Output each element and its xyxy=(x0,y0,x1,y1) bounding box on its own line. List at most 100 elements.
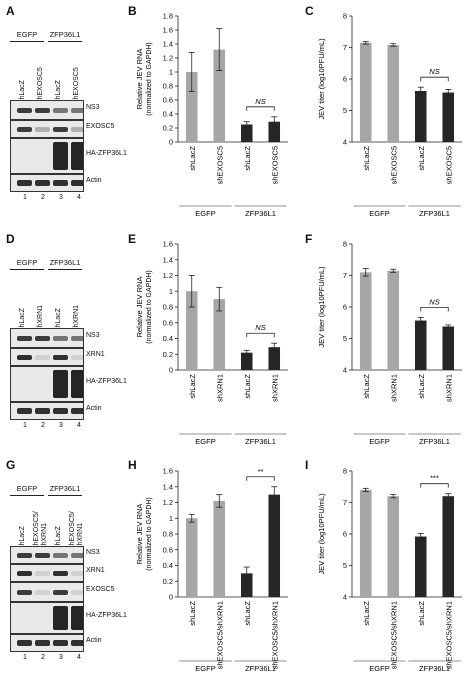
y-tick-label: 1.2 xyxy=(163,54,173,63)
blot-band-label: NS3 xyxy=(86,332,100,339)
x-tick-label: shEXOSC5 xyxy=(389,146,398,184)
group-label: ZFP36L1 xyxy=(245,664,276,673)
x-tick-label: shEXOSC5 xyxy=(270,146,279,184)
bar xyxy=(359,489,372,597)
y-tick-label: 1.6 xyxy=(163,240,173,249)
blot-band-mark xyxy=(17,589,32,595)
blot-group-divider xyxy=(48,41,82,42)
lane-number: 4 xyxy=(77,654,81,661)
x-tick-label: shLacZ xyxy=(188,374,197,399)
western-blot-g: EGFP ZFP36L1 shLacZ shEXOSC5/shXRN1 shLacZ sh… xyxy=(10,484,127,674)
lane-number: 1 xyxy=(23,654,27,661)
bar xyxy=(185,518,198,597)
blot-band-mark xyxy=(53,370,68,398)
blot-band-ns3 xyxy=(10,546,84,564)
y-tick-label: 4 xyxy=(343,593,347,602)
group-label: EGFP xyxy=(195,437,215,446)
significance-label: ** xyxy=(258,467,264,476)
y-axis-label-sub: (normalized to GAPDH) xyxy=(146,497,153,571)
y-tick-label: 6 xyxy=(343,75,347,84)
x-tick-label: shEXOSC5/shXRN1 xyxy=(444,601,453,669)
blot-band-label: Actin xyxy=(86,637,102,644)
bar-chart-b: 0 0.2 0.4 0.6 0.8 1 1.2 1.4 1.6 1.8 Relative JEV R… xyxy=(135,12,288,218)
group-label: EGFP xyxy=(369,437,389,446)
significance-label: NS xyxy=(255,323,265,332)
blot-group-divider xyxy=(10,495,44,496)
blot-band-mark xyxy=(17,570,32,576)
significance-bracket xyxy=(420,76,449,82)
y-tick-label: 8 xyxy=(343,467,347,476)
bar xyxy=(240,573,253,597)
blot-band-label: NS3 xyxy=(86,549,100,556)
group-label: ZFP36L1 xyxy=(419,664,450,673)
blot-band-mark xyxy=(53,126,68,132)
y-tick-label: 4 xyxy=(343,138,347,147)
blot-band-actin xyxy=(10,174,84,192)
bar-chart-h: 0 0.2 0.4 0.6 0.8 1 1.2 1.4 1.6 Relative JEV RNA(… xyxy=(135,467,288,673)
y-tick-label: 0.8 xyxy=(163,82,173,91)
blot-band-mark xyxy=(35,180,50,186)
lane-number: 1 xyxy=(23,422,27,429)
lane-label: shEXOSC5/ xyxy=(33,511,40,549)
blot-group-label: ZFP36L1 xyxy=(49,30,81,39)
y-tick-label: 0.4 xyxy=(163,561,173,570)
blot-band-xrn1 xyxy=(10,564,84,582)
blot-band-label: Actin xyxy=(86,177,102,184)
bar-chart-e: 0 0.2 0.4 0.6 0.8 1 1.2 1.4 1.6 Relative JEV RNA(… xyxy=(135,240,288,446)
x-tick-label: shXRN1 xyxy=(215,374,224,402)
y-tick-label: 0.2 xyxy=(163,350,173,359)
panel-letter-i: I xyxy=(305,458,309,472)
x-tick-label: shEXOSC5 xyxy=(444,146,453,184)
y-tick-label: 0 xyxy=(169,366,173,375)
blot-band-actin xyxy=(10,402,84,420)
blot-band-label: HA-ZFP36L1 xyxy=(86,150,127,157)
y-tick-label: 1.8 xyxy=(163,12,173,21)
lane-number: 2 xyxy=(41,654,45,661)
y-tick-label: 0.4 xyxy=(163,334,173,343)
x-tick-label: shEXOSC5/shXRN1 xyxy=(270,601,279,669)
blot-band-mark xyxy=(71,126,83,132)
y-axis-label: JEV titer (log10PFU/mL) xyxy=(317,266,326,348)
x-tick-label: shLacZ xyxy=(417,601,426,626)
blot-group-label: EGFP xyxy=(16,484,38,493)
significance-label: NS xyxy=(255,97,265,106)
blot-band-mark xyxy=(17,640,32,646)
bar xyxy=(359,42,372,142)
y-tick-label: 7 xyxy=(343,498,347,507)
blot-band-mark xyxy=(53,335,68,341)
y-tick-label: 8 xyxy=(343,240,347,249)
group-label: EGFP xyxy=(369,209,389,218)
blot-band-mark xyxy=(17,126,32,132)
blot-band-label: HA-ZFP36L1 xyxy=(86,612,127,619)
blot-band-mark xyxy=(35,107,50,113)
x-tick-label: shEXOSC5/shXRN1 xyxy=(389,601,398,669)
blot-band-mark xyxy=(53,552,68,558)
blot-group-divider xyxy=(48,495,82,496)
y-tick-label: 5 xyxy=(343,561,347,570)
y-tick-label: 1.4 xyxy=(163,255,173,264)
x-tick-label: shLacZ xyxy=(243,601,252,626)
x-tick-label: shLacZ xyxy=(417,374,426,399)
group-label: ZFP36L1 xyxy=(245,209,276,218)
blot-band-label: XRN1 xyxy=(86,351,105,358)
blot-band-exosc5 xyxy=(10,120,84,138)
blot-band-label: NS3 xyxy=(86,104,100,111)
y-tick-label: 1.2 xyxy=(163,271,173,280)
blot-band-mark xyxy=(71,552,83,558)
bar xyxy=(240,352,253,370)
y-axis-label-sub: (normalized to GAPDH) xyxy=(146,42,153,116)
blot-band-label: EXOSC5 xyxy=(86,123,115,130)
blot-band-mark xyxy=(17,408,32,414)
y-axis-label: Relative JEV RNA xyxy=(135,49,144,110)
panel-letter-f: F xyxy=(305,232,313,246)
blot-band-ns3 xyxy=(10,100,84,120)
blot-band-mark xyxy=(35,570,50,576)
y-tick-label: 5 xyxy=(343,106,347,115)
x-tick-label: shEXOSC5/shXRN1 xyxy=(215,601,224,669)
significance-bracket xyxy=(420,306,449,312)
panel-letter-c: C xyxy=(305,4,314,18)
y-tick-label: 1 xyxy=(169,514,173,523)
y-tick-label: 0.4 xyxy=(163,110,173,119)
blot-band-mark xyxy=(53,606,68,630)
bar xyxy=(442,326,455,370)
